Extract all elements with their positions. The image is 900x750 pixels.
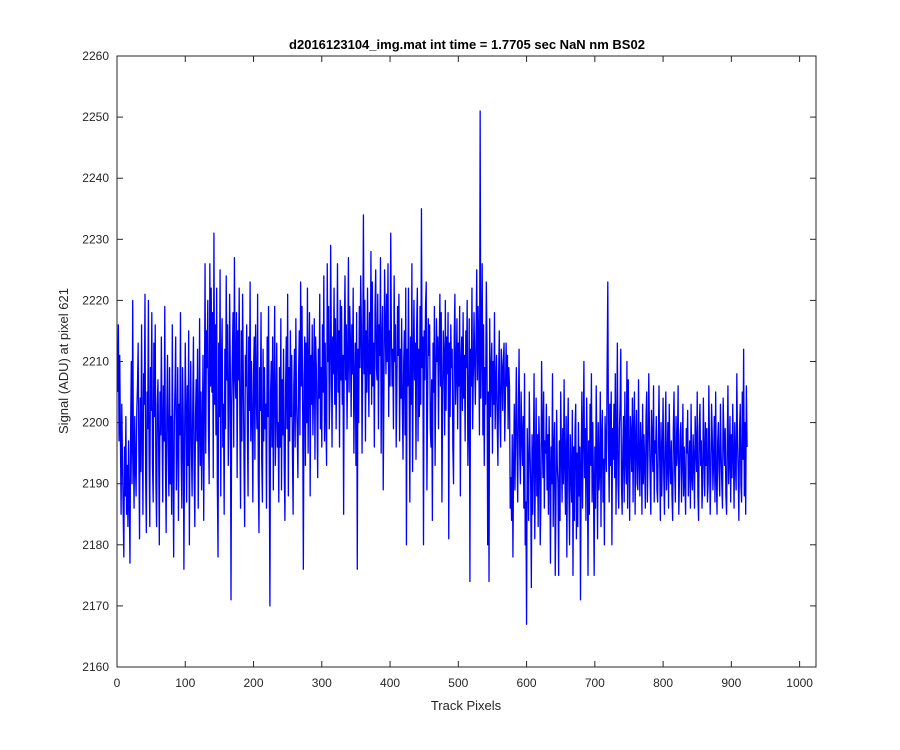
y-axis-label: Signal (ADU) at pixel 621	[56, 288, 71, 434]
x-tick-label: 400	[380, 676, 400, 690]
x-tick-label: 700	[585, 676, 605, 690]
x-axis: 0 100 200 300 400 500 600 700 800 900 1000	[114, 56, 813, 690]
y-tick-label: 2210	[82, 355, 109, 369]
chart-title: d2016123104_img.mat int time = 1.7705 se…	[289, 37, 645, 52]
x-tick-label: 800	[653, 676, 673, 690]
x-tick-label: 100	[175, 676, 195, 690]
x-tick-label: 600	[517, 676, 537, 690]
y-tick-label: 2180	[82, 538, 109, 552]
y-tick-label: 2190	[82, 477, 109, 491]
y-axis: 2160 2170 2180 2190 2200 2210 2220 2230 2240 2250…	[82, 49, 816, 674]
x-axis-label: Track Pixels	[431, 698, 502, 713]
y-tick-label: 2200	[82, 416, 109, 430]
y-tick-label: 2230	[82, 232, 109, 246]
y-tick-label: 2170	[82, 599, 109, 613]
y-tick-label: 2260	[82, 49, 109, 63]
plot-frame	[116, 55, 817, 668]
y-tick-label: 2250	[82, 110, 109, 124]
y-tick-label: 2240	[82, 171, 109, 185]
y-tick-label: 2220	[82, 293, 109, 307]
x-tick-label: 300	[312, 676, 332, 690]
series-line	[117, 110, 748, 625]
x-tick-label: 200	[244, 676, 264, 690]
x-tick-label: 900	[721, 676, 741, 690]
x-tick-label: 1000	[786, 676, 813, 690]
x-tick-label: 0	[114, 676, 121, 690]
y-tick-label: 2160	[82, 660, 109, 674]
x-tick-label: 500	[448, 676, 468, 690]
